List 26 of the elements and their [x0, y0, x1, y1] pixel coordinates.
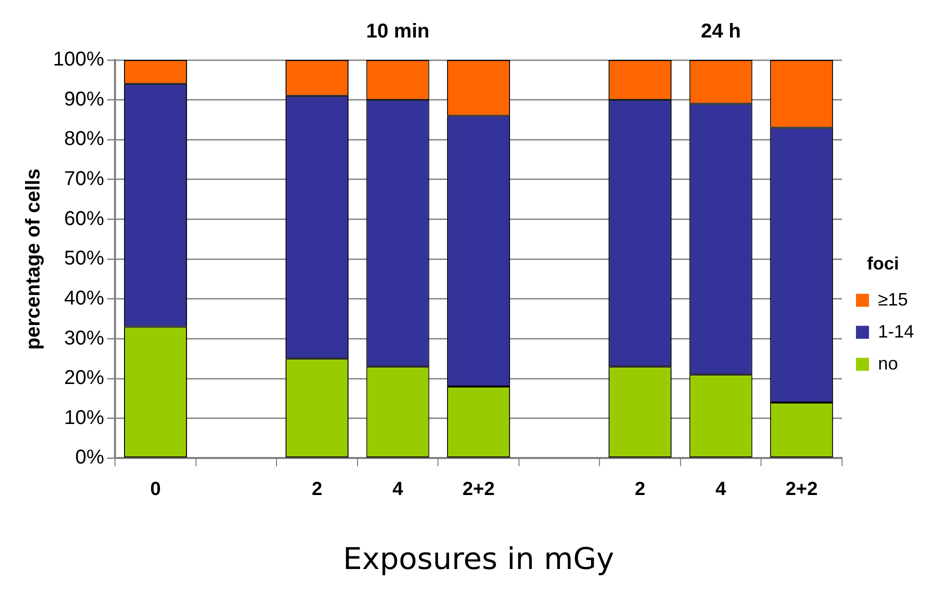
y-tick-label: 30% [64, 327, 104, 350]
y-tick-label: 100% [52, 48, 104, 71]
x-tick-label: 2+2 [785, 478, 818, 500]
y-axis-title: percentage of cells [22, 168, 45, 350]
legend-label: 1-14 [878, 321, 914, 342]
text: 10 min [366, 20, 430, 43]
x-tick-label: 2 [634, 478, 646, 500]
y-tick-label: 10% [64, 406, 104, 429]
x-tick-label: 4 [392, 478, 404, 500]
legend-label: ≥15 [878, 289, 908, 310]
x-axis-title: Exposures in mGy [342, 542, 614, 577]
y-tick-label: 80% [64, 128, 104, 150]
y-tick-label: 20% [64, 367, 104, 390]
y-tick-label: 70% [64, 168, 104, 190]
x-tick-label: 0 [150, 478, 161, 500]
y-tick-label: 90% [64, 88, 104, 110]
x-tick-label: 4 [716, 478, 727, 500]
y-tick-label: 50% [64, 248, 104, 270]
y-tick-label: 60% [64, 208, 104, 230]
x-tick-label: 2+2 [462, 478, 495, 500]
legend-title: foci [866, 254, 899, 274]
y-tick-label: 0% [75, 446, 104, 469]
text: 24 h [700, 20, 741, 43]
legend-label: no [878, 353, 898, 374]
x-tick-label: 2 [312, 478, 322, 500]
y-tick-label: 40% [64, 287, 104, 310]
